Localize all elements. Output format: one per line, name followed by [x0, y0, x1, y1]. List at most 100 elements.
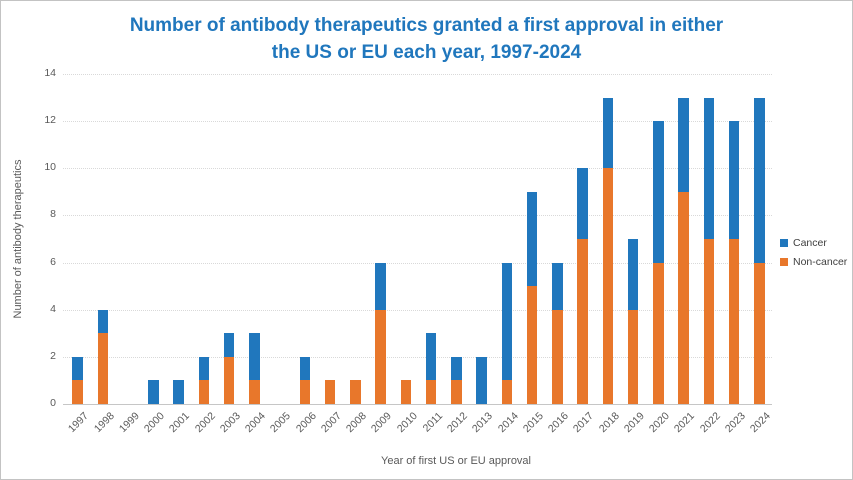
- bar-2019-cancer: [627, 239, 639, 310]
- chart-title-line-1: Number of antibody therapeutics granted …: [129, 15, 724, 36]
- bar-2023-cancer: [728, 121, 740, 239]
- x-tick-label-2004: 2004: [242, 410, 268, 436]
- bar-2002-cancer: [198, 356, 210, 381]
- x-tick-label-2007: 2007: [318, 410, 344, 436]
- non-cancer-swatch-icon: [780, 258, 788, 266]
- gridline-6: [63, 262, 772, 264]
- bar-2009-cancer: [375, 262, 386, 310]
- y-tick-label-10: 10: [44, 161, 56, 174]
- x-tick-label-2003: 2003: [217, 410, 243, 436]
- gridline-10: [63, 168, 772, 170]
- y-tick-label-6: 6: [50, 255, 56, 268]
- bar-2020-non-cancer: [653, 262, 664, 404]
- bar-2003-cancer: [223, 333, 235, 357]
- bar-2014-non-cancer: [501, 380, 513, 404]
- bar-2015-non-cancer: [526, 286, 538, 404]
- gridline-2: [63, 356, 772, 358]
- y-tick-label-2: 2: [50, 349, 56, 362]
- x-axis-title: Year of first US or EU approval: [381, 455, 531, 467]
- y-tick-label-4: 4: [50, 302, 56, 315]
- x-tick-label-2017: 2017: [571, 410, 597, 436]
- bar-2010-non-cancer: [400, 380, 412, 404]
- x-tick-label-1999: 1999: [116, 410, 142, 436]
- bar-2022-cancer: [703, 97, 715, 239]
- x-tick-label-2009: 2009: [369, 410, 395, 436]
- legend: Cancer Non-cancer: [780, 237, 847, 275]
- x-tick-label-2011: 2011: [420, 410, 445, 435]
- bar-2004-cancer: [249, 333, 260, 381]
- bar-2011-cancer: [425, 333, 437, 381]
- x-tick-label-2001: 2001: [167, 410, 193, 436]
- x-tick-label-2023: 2023: [722, 410, 748, 436]
- bar-2013-cancer: [476, 356, 487, 404]
- bar-2018-non-cancer: [602, 168, 614, 404]
- bar-1997-cancer: [72, 356, 83, 381]
- x-tick-label-2022: 2022: [697, 410, 723, 436]
- chart-title: Number of antibody therapeutics granted …: [1, 12, 852, 66]
- bar-2015-cancer: [526, 191, 538, 287]
- gridline-8: [63, 215, 772, 217]
- gridline-12: [63, 121, 772, 123]
- chart-title-line-2: the US or EU each year, 1997-2024: [271, 42, 582, 63]
- x-tick-label-2010: 2010: [394, 410, 420, 436]
- x-tick-label-2021: 2021: [672, 410, 698, 436]
- y-tick-label-8: 8: [50, 208, 56, 221]
- bar-2020-cancer: [653, 121, 664, 263]
- bar-2011-non-cancer: [425, 380, 437, 404]
- x-tick-label-2014: 2014: [495, 410, 521, 436]
- x-tick-label-2018: 2018: [596, 410, 622, 436]
- bar-2023-non-cancer: [728, 239, 740, 404]
- bar-2008-non-cancer: [350, 380, 361, 404]
- bar-2016-cancer: [552, 262, 563, 310]
- x-tick-label-2012: 2012: [444, 410, 470, 436]
- bar-2016-non-cancer: [552, 309, 563, 404]
- x-tick-label-2016: 2016: [545, 410, 571, 436]
- x-tick-label-2005: 2005: [268, 410, 294, 436]
- bar-2009-non-cancer: [375, 309, 386, 404]
- gridline-4: [63, 309, 772, 311]
- bar-2000-cancer: [148, 380, 159, 404]
- bar-2003-non-cancer: [223, 356, 235, 404]
- bar-2018-cancer: [602, 97, 614, 169]
- bar-1998-non-cancer: [97, 333, 109, 404]
- x-tick-label-2013: 2013: [470, 410, 496, 436]
- bar-2021-non-cancer: [678, 191, 689, 404]
- bar-2006-cancer: [299, 356, 311, 381]
- x-axis-line: [63, 404, 772, 405]
- y-tick-label-12: 12: [44, 114, 56, 127]
- bar-2024-cancer: [754, 97, 765, 263]
- bar-2001-cancer: [173, 380, 184, 404]
- bar-2021-cancer: [678, 97, 689, 192]
- legend-item-non-cancer: Non-cancer: [780, 256, 847, 268]
- y-tick-label-0: 0: [50, 397, 56, 409]
- bar-2024-non-cancer: [754, 262, 765, 404]
- bar-2012-cancer: [451, 356, 462, 381]
- bar-2014-cancer: [501, 262, 513, 381]
- bar-2002-non-cancer: [198, 380, 210, 404]
- bar-2006-non-cancer: [299, 380, 311, 404]
- bar-2007-non-cancer: [324, 380, 336, 404]
- y-tick-label-14: 14: [44, 67, 56, 79]
- x-tick-label-1997: 1997: [66, 410, 92, 436]
- legend-label-cancer: Cancer: [793, 237, 827, 249]
- legend-label-non-cancer: Non-cancer: [793, 256, 848, 268]
- x-tick-label-1998: 1998: [91, 410, 117, 436]
- plot-area: [63, 74, 772, 405]
- cancer-swatch-icon: [780, 239, 788, 247]
- legend-item-cancer: Cancer: [780, 237, 847, 249]
- bar-2004-non-cancer: [249, 380, 260, 404]
- x-tick-label-2002: 2002: [192, 410, 218, 436]
- bar-2022-non-cancer: [703, 239, 715, 404]
- bar-1997-non-cancer: [72, 380, 83, 404]
- bar-2017-non-cancer: [577, 239, 588, 404]
- x-tick-label-2019: 2019: [621, 410, 647, 436]
- bar-2012-non-cancer: [451, 380, 462, 404]
- x-tick-label-2000: 2000: [141, 410, 167, 436]
- bar-1998-cancer: [97, 309, 109, 334]
- x-tick-label-2024: 2024: [747, 410, 773, 436]
- x-tick-label-2008: 2008: [343, 410, 369, 436]
- bar-2019-non-cancer: [627, 309, 639, 404]
- x-tick-label-2006: 2006: [293, 410, 319, 436]
- x-tick-label-2015: 2015: [520, 410, 546, 436]
